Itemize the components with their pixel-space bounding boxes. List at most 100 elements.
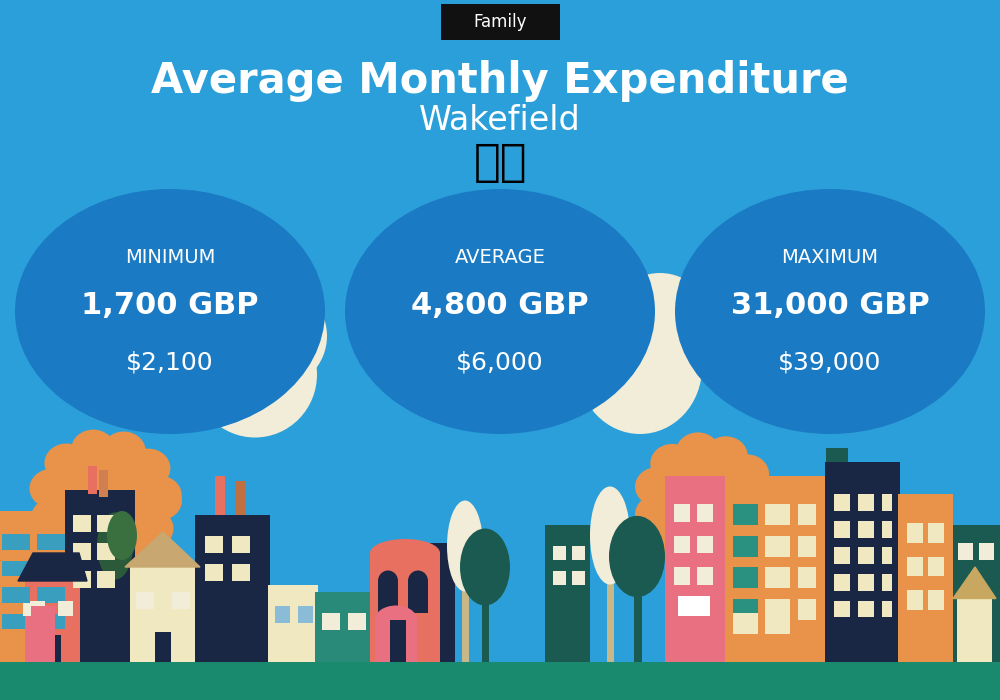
Bar (0, 662, 1000, 700)
Ellipse shape (447, 500, 483, 592)
Ellipse shape (215, 290, 295, 368)
Ellipse shape (408, 570, 428, 592)
Ellipse shape (608, 273, 712, 378)
Bar (634, 558, 642, 661)
Bar (553, 546, 566, 560)
Ellipse shape (49, 522, 93, 561)
Text: 1,700 GBP: 1,700 GBP (81, 291, 259, 320)
Ellipse shape (676, 529, 720, 568)
Text: MINIMUM: MINIMUM (125, 248, 215, 267)
Bar (882, 601, 892, 617)
Ellipse shape (77, 533, 121, 573)
Bar (30, 601, 45, 616)
Ellipse shape (733, 481, 777, 520)
Bar (733, 598, 758, 620)
Bar (73, 542, 91, 560)
Bar (73, 570, 91, 588)
Ellipse shape (138, 476, 182, 515)
Ellipse shape (126, 449, 170, 488)
Bar (315, 592, 375, 662)
Bar (268, 584, 318, 662)
Bar (882, 574, 892, 591)
Text: $6,000: $6,000 (456, 351, 544, 375)
Ellipse shape (193, 312, 317, 438)
Bar (858, 601, 874, 617)
Bar (408, 581, 428, 612)
Bar (97, 570, 115, 588)
Ellipse shape (635, 495, 679, 534)
Bar (572, 546, 585, 560)
Polygon shape (18, 553, 87, 581)
Bar (858, 494, 874, 511)
Bar (826, 448, 848, 462)
Bar (765, 598, 790, 620)
Bar (798, 536, 816, 556)
Bar (136, 592, 154, 609)
Bar (2, 614, 30, 629)
Bar (205, 536, 223, 553)
Bar (798, 598, 816, 620)
Bar (390, 620, 406, 662)
Bar (979, 542, 994, 560)
Text: 🇬🇧: 🇬🇧 (473, 141, 527, 184)
Bar (37, 561, 65, 576)
Polygon shape (125, 532, 200, 567)
Bar (765, 612, 790, 634)
Bar (834, 494, 850, 511)
Bar (882, 494, 892, 511)
Ellipse shape (107, 528, 151, 568)
Bar (99, 470, 108, 497)
Bar (858, 521, 874, 538)
Bar (298, 606, 313, 623)
Bar (928, 556, 944, 576)
Bar (482, 567, 489, 661)
Text: Wakefield: Wakefield (419, 104, 581, 137)
Bar (275, 606, 290, 623)
FancyBboxPatch shape (440, 4, 560, 40)
Bar (765, 504, 790, 525)
Bar (232, 564, 250, 581)
Text: $39,000: $39,000 (778, 351, 882, 375)
Bar (798, 567, 816, 588)
Bar (97, 514, 115, 532)
Ellipse shape (609, 516, 665, 597)
Ellipse shape (635, 467, 679, 506)
Ellipse shape (578, 301, 702, 434)
Ellipse shape (102, 431, 146, 470)
Ellipse shape (704, 436, 748, 475)
Bar (205, 564, 223, 581)
Ellipse shape (676, 433, 720, 472)
Bar (2, 587, 30, 603)
Bar (58, 601, 73, 616)
Bar (97, 542, 115, 560)
Bar (25, 606, 55, 662)
Bar (665, 476, 725, 662)
Ellipse shape (650, 444, 694, 483)
Ellipse shape (345, 189, 655, 434)
Bar (678, 596, 710, 616)
Bar (572, 570, 585, 584)
Text: Family: Family (473, 13, 527, 31)
Bar (733, 612, 758, 634)
Bar (117, 564, 123, 661)
Polygon shape (953, 567, 996, 598)
Ellipse shape (29, 469, 73, 508)
Bar (834, 521, 850, 538)
Bar (545, 525, 590, 662)
Ellipse shape (187, 298, 277, 389)
Ellipse shape (570, 287, 666, 378)
Bar (798, 504, 816, 525)
Ellipse shape (460, 528, 510, 606)
Ellipse shape (97, 512, 133, 580)
Bar (928, 523, 944, 542)
Bar (834, 547, 850, 564)
Bar (130, 567, 195, 661)
Bar (25, 581, 80, 662)
Bar (65, 490, 135, 662)
Bar (958, 542, 973, 560)
Bar (2, 561, 30, 576)
Bar (462, 553, 469, 662)
Bar (370, 553, 440, 662)
Bar (37, 587, 65, 603)
Bar (882, 521, 892, 538)
